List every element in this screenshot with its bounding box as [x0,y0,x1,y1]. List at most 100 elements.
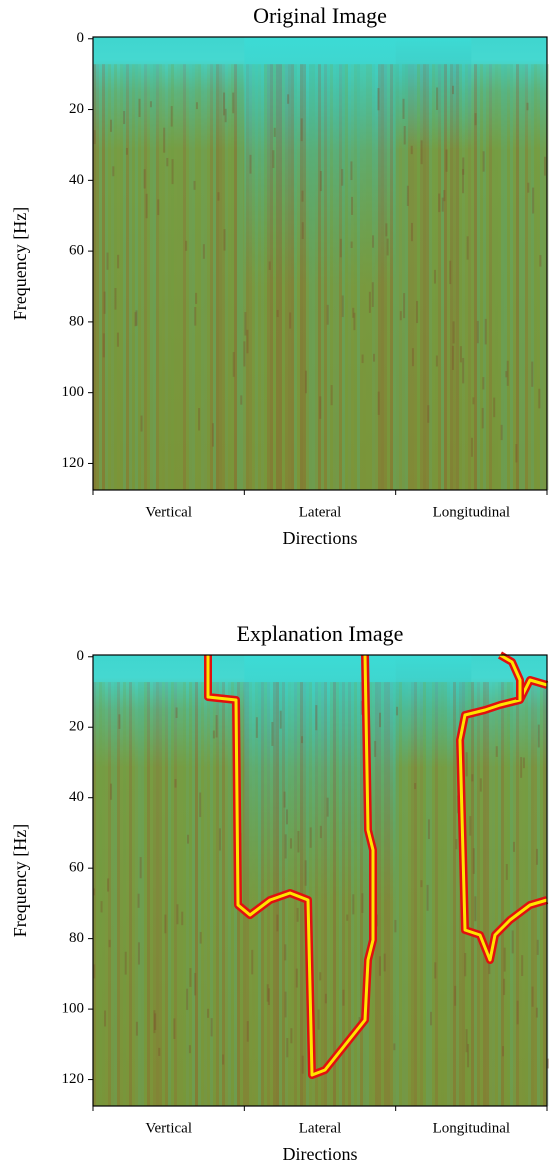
texture-stripe [471,64,474,491]
texture-stripe [108,64,111,491]
texture-stripe [435,64,438,491]
texture-stripe [303,682,306,1106]
texture-stripe [243,682,246,1106]
texture-speck [171,159,174,185]
texture-stripe [186,64,189,491]
texture-speck [361,893,364,913]
texture-speck [223,92,226,116]
texture-stripe [351,682,354,1106]
texture-speck [526,102,529,111]
texture-speck [154,1013,157,1031]
y-tick-label: 40 [69,789,84,805]
texture-stripe [390,64,393,491]
texture-stripe [384,64,387,491]
texture-speck [301,222,304,239]
texture-speck [372,235,375,248]
texture-stripe [492,682,495,1106]
texture-speck [451,85,454,95]
texture-stripe [462,64,465,491]
x-tick-label: Vertical [145,504,192,520]
texture-speck [532,187,535,214]
texture-stripe [198,682,201,1106]
texture-speck [403,293,406,319]
texture-speck [185,240,188,251]
texture-speck [474,113,477,126]
texture-stripe [387,682,390,1106]
texture-stripe [408,682,411,1106]
texture-speck [222,1054,225,1065]
texture-stripe [510,682,513,1106]
texture-speck [506,360,509,386]
texture-stripe [150,64,153,491]
texture-stripe [126,64,129,491]
texture-speck [93,130,96,145]
texture-speck [537,724,540,748]
texture-stripe [309,682,312,1106]
y-tick-label: 0 [77,30,85,46]
texture-speck [503,978,506,996]
texture-stripe [96,64,99,491]
texture-stripe [138,64,141,491]
texture-speck [420,140,423,165]
texture-stripe [159,64,162,491]
texture-stripe [417,64,420,491]
y-tick-label: 100 [62,1001,85,1017]
texture-stripe [432,64,435,491]
texture-speck [394,919,397,933]
texture-stripe [111,682,114,1106]
texture-speck [210,1018,213,1037]
texture-stripe [159,682,162,1106]
texture-stripe [306,682,309,1106]
texture-stripe [144,64,147,491]
explanation-core [458,678,548,962]
texture-stripe [117,682,120,1106]
texture-stripe [333,682,336,1106]
texture-speck [467,1043,470,1068]
texture-stripe [363,682,366,1106]
texture-stripe [378,64,381,491]
texture-speck [109,119,112,132]
texture-speck [246,1021,249,1042]
texture-stripe [531,64,534,491]
texture-speck [324,993,327,1004]
texture-speck [218,828,221,851]
texture-speck [495,746,498,757]
texture-stripe [417,682,420,1106]
texture-stripe [408,64,411,491]
texture-stripe [189,64,192,491]
texture-speck [279,710,282,729]
texture-stripe [198,64,201,491]
texture-stripe [180,682,183,1106]
texture-speck [301,190,304,202]
y-tick-label: 60 [69,860,84,876]
texture-speck [255,717,258,738]
texture-stripe [396,64,399,491]
texture-stripe [123,64,126,491]
texture-stripe [348,64,351,491]
texture-stripe [414,682,417,1106]
texture-stripe [216,64,219,491]
texture-stripe [231,64,234,491]
texture-speck [199,792,202,818]
texture-stripe [378,682,381,1106]
texture-stripe [531,682,534,1106]
texture-speck [326,797,329,817]
texture-stripe [537,64,540,491]
texture-stripe [153,682,156,1106]
y-tick-label: 120 [62,1071,85,1087]
texture-speck [454,985,457,1006]
cyan-band [395,37,472,151]
texture-stripe [324,64,327,491]
texture-speck [451,345,454,370]
texture-stripe [342,682,345,1106]
texture-speck [186,988,189,1010]
texture-stripe [495,682,498,1106]
texture-stripe [99,64,102,491]
texture-stripe [444,682,447,1106]
texture-stripe [357,682,360,1106]
texture-speck [373,353,376,362]
texture-stripe [456,682,459,1106]
texture-stripe [489,64,492,491]
x-tick-label: Vertical [145,1120,192,1136]
